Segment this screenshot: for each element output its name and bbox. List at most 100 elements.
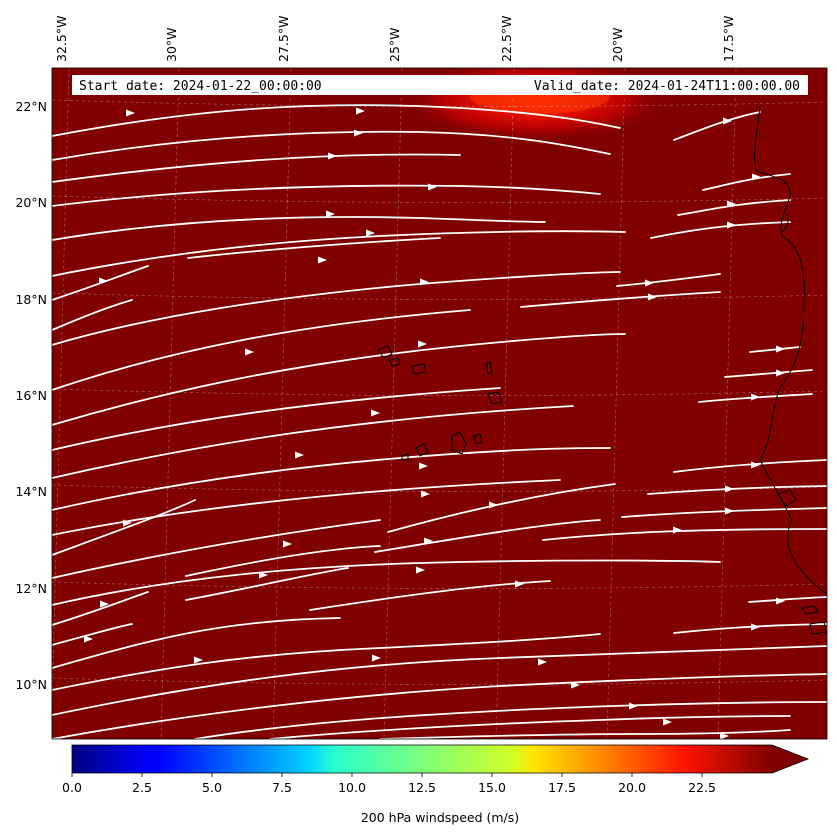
streamline (702, 173, 791, 191)
streamline-arrow (283, 540, 292, 548)
streamline-arrow (328, 152, 337, 160)
streamline (748, 596, 827, 603)
windspeed-field (52, 68, 827, 739)
streamline-arrow (295, 451, 304, 459)
streamline-arrow (727, 221, 736, 229)
colorbar-tick-label: 22.5 (688, 780, 716, 795)
island-outline (451, 431, 467, 455)
streamline (650, 221, 791, 239)
streamline (52, 519, 381, 579)
longitude-ticks: 32.5°W 30°W 27.5°W 25°W 22.5°W 20°W 17.5… (54, 16, 736, 62)
streamline (52, 333, 626, 426)
streamline-arrow (752, 173, 761, 181)
streamline-arrow (420, 278, 429, 286)
streamline-arrow (751, 461, 760, 469)
parallel-line (52, 292, 827, 300)
streamline (673, 459, 827, 473)
latitude-ticks: 22°N 20°N 18°N 16°N 14°N 12°N 10°N (15, 99, 47, 692)
lon-tick-label: 32.5°W (54, 16, 69, 62)
lon-tick-label: 27.5°W (276, 16, 291, 62)
streamline (52, 479, 561, 536)
island-outline (411, 363, 427, 375)
lon-tick-label: 20°W (610, 27, 625, 62)
parallel-line (52, 195, 827, 203)
island-outline (401, 453, 409, 461)
streamline (194, 701, 827, 739)
streamline (52, 405, 574, 479)
lat-tick-label: 10°N (15, 677, 47, 692)
streamline (379, 729, 791, 739)
streamline (52, 265, 149, 301)
streamline-arrow (428, 183, 437, 191)
map-area: Start date: 2024-01-22_00:00:00 Valid_da… (51, 67, 828, 740)
streamline-arrow (629, 702, 638, 710)
coastline-segment (801, 605, 819, 615)
streamline (52, 617, 341, 669)
streamline-arrow (421, 490, 430, 498)
streamline-arrow (673, 526, 682, 534)
lat-tick-label: 14°N (15, 484, 47, 499)
streamline-arrow (356, 107, 365, 115)
lon-tick-label: 30°W (164, 27, 179, 62)
streamline (52, 645, 827, 716)
colorbar-tick-label: 17.5 (548, 780, 576, 795)
streamline (542, 528, 827, 541)
streamline-arrow (663, 718, 672, 726)
lat-tick-label: 12°N (15, 581, 47, 596)
meridian-line (52, 68, 70, 715)
streamline-arrow (245, 348, 254, 356)
parallel-line (52, 677, 827, 685)
streamline-arrow (416, 566, 425, 574)
streamline (52, 591, 149, 626)
coastline-segment (781, 213, 789, 233)
streamline (52, 387, 501, 451)
streamline-arrow (372, 654, 381, 662)
streamline (673, 111, 761, 141)
colorbar-tick-label: 15.0 (478, 780, 506, 795)
coastline-segment (809, 621, 827, 635)
streamline (52, 633, 601, 691)
streamline (52, 299, 133, 331)
streamline (616, 273, 721, 287)
streamline (52, 559, 721, 606)
streamline-arrow (751, 623, 760, 631)
colorbar-label: 200 hPa windspeed (m/s) (361, 810, 519, 825)
streamline (185, 545, 381, 577)
streamline (52, 271, 621, 346)
streamline (185, 567, 349, 601)
streamline (187, 237, 441, 259)
colorbar-tick-label: 2.5 (132, 780, 152, 795)
streamline (52, 130, 611, 161)
streamline (374, 519, 601, 553)
island-outline (415, 443, 429, 457)
streamline (520, 291, 721, 308)
streamline-arrow (720, 732, 729, 739)
streamline-arrow (727, 200, 736, 208)
streamline (309, 580, 551, 611)
info-bar (72, 75, 808, 95)
lon-tick-label: 25°W (387, 27, 402, 62)
streamline-arrow (489, 501, 498, 509)
island-outline (473, 433, 483, 445)
parallel-line (52, 99, 827, 107)
streamline-arrow (84, 635, 93, 643)
lat-tick-label: 22°N (15, 99, 47, 114)
meridian-line (383, 68, 403, 739)
colorbar-tick-label: 5.0 (202, 780, 222, 795)
colorbar: 0.0 2.5 5.0 7.5 10.0 12.5 15.0 17.5 20.0… (62, 744, 810, 825)
streamline (52, 216, 546, 241)
island-outline (485, 361, 493, 375)
map-frame (51, 67, 828, 740)
colorbar-tick-label: 12.5 (408, 780, 436, 795)
streamlines (52, 104, 827, 739)
streamline-arrow (354, 129, 363, 137)
colorbar-tick-label: 10.0 (338, 780, 366, 795)
meridian-line (717, 68, 737, 739)
colorbar-tick-label: 7.5 (272, 780, 292, 795)
streamline-arrow (776, 345, 785, 353)
streamline-arrow (538, 658, 547, 666)
streamline-arrow (515, 580, 524, 588)
meridian-line (606, 68, 626, 739)
meridian-line (272, 68, 292, 739)
